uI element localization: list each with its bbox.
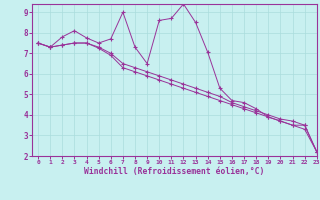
- X-axis label: Windchill (Refroidissement éolien,°C): Windchill (Refroidissement éolien,°C): [84, 167, 265, 176]
